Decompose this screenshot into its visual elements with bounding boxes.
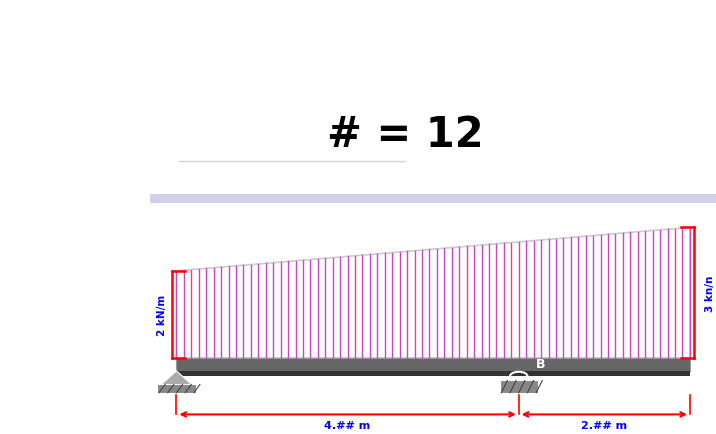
Text: A: A [145, 357, 155, 370]
Bar [150, 195, 716, 204]
Bar [500, 381, 538, 393]
Text: Determine the magnitude of the total load and the reaction at the supports.: Determine the magnitude of the total loa… [165, 47, 674, 60]
Text: 4.## m: 4.## m [324, 420, 371, 430]
Text: # = 12: # = 12 [326, 114, 483, 156]
Polygon shape [161, 371, 192, 385]
Text: 3 kn/n: 3 kn/n [705, 275, 715, 311]
Text: The beam AB was designed to carry the uniformly varying load as shown.: The beam AB was designed to carry the un… [165, 15, 657, 28]
Bar [176, 358, 690, 371]
Text: 2.## m: 2.## m [581, 420, 627, 430]
Bar [176, 371, 690, 376]
Text: B: B [536, 357, 546, 370]
Bar [158, 385, 195, 393]
Text: 2 kN/m: 2 kN/m [157, 294, 167, 335]
FancyBboxPatch shape [0, 4, 147, 213]
